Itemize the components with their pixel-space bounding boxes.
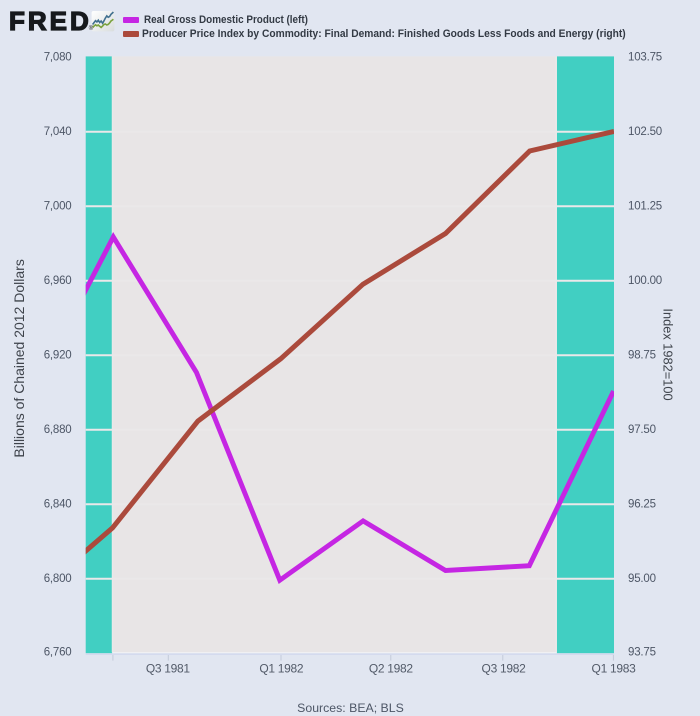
- svg-text:7,000: 7,000: [44, 201, 72, 213]
- svg-text:Sources: BEA; BLS: Sources: BEA; BLS: [297, 701, 404, 715]
- svg-text:96.25: 96.25: [628, 499, 656, 511]
- svg-text:Q3 1981: Q3 1981: [146, 662, 191, 676]
- svg-text:6,760: 6,760: [44, 647, 72, 659]
- svg-text:102.50: 102.50: [628, 126, 662, 138]
- svg-text:103.75: 103.75: [628, 52, 662, 64]
- svg-text:93.75: 93.75: [628, 647, 656, 659]
- svg-text:101.25: 101.25: [628, 201, 662, 213]
- svg-text:Billions of Chained 2012 Dolla: Billions of Chained 2012 Dollars: [11, 259, 27, 457]
- svg-text:Q1 1982: Q1 1982: [259, 662, 304, 676]
- svg-text:6,960: 6,960: [44, 275, 72, 287]
- svg-text:7,080: 7,080: [44, 52, 72, 64]
- svg-text:98.75: 98.75: [628, 350, 656, 362]
- svg-text:Q1 1983: Q1 1983: [592, 662, 637, 676]
- svg-text:Q3 1982: Q3 1982: [482, 662, 527, 676]
- svg-text:6,840: 6,840: [44, 499, 72, 511]
- svg-text:97.50: 97.50: [628, 424, 656, 436]
- svg-text:6,920: 6,920: [44, 350, 72, 362]
- svg-text:6,800: 6,800: [44, 573, 72, 585]
- svg-text:100.00: 100.00: [628, 275, 662, 287]
- svg-text:Q2 1982: Q2 1982: [369, 662, 414, 676]
- svg-text:7,040: 7,040: [44, 126, 72, 138]
- svg-text:Index 1982=100: Index 1982=100: [661, 308, 676, 400]
- svg-text:6,880: 6,880: [44, 424, 72, 436]
- svg-text:95.00: 95.00: [628, 573, 656, 585]
